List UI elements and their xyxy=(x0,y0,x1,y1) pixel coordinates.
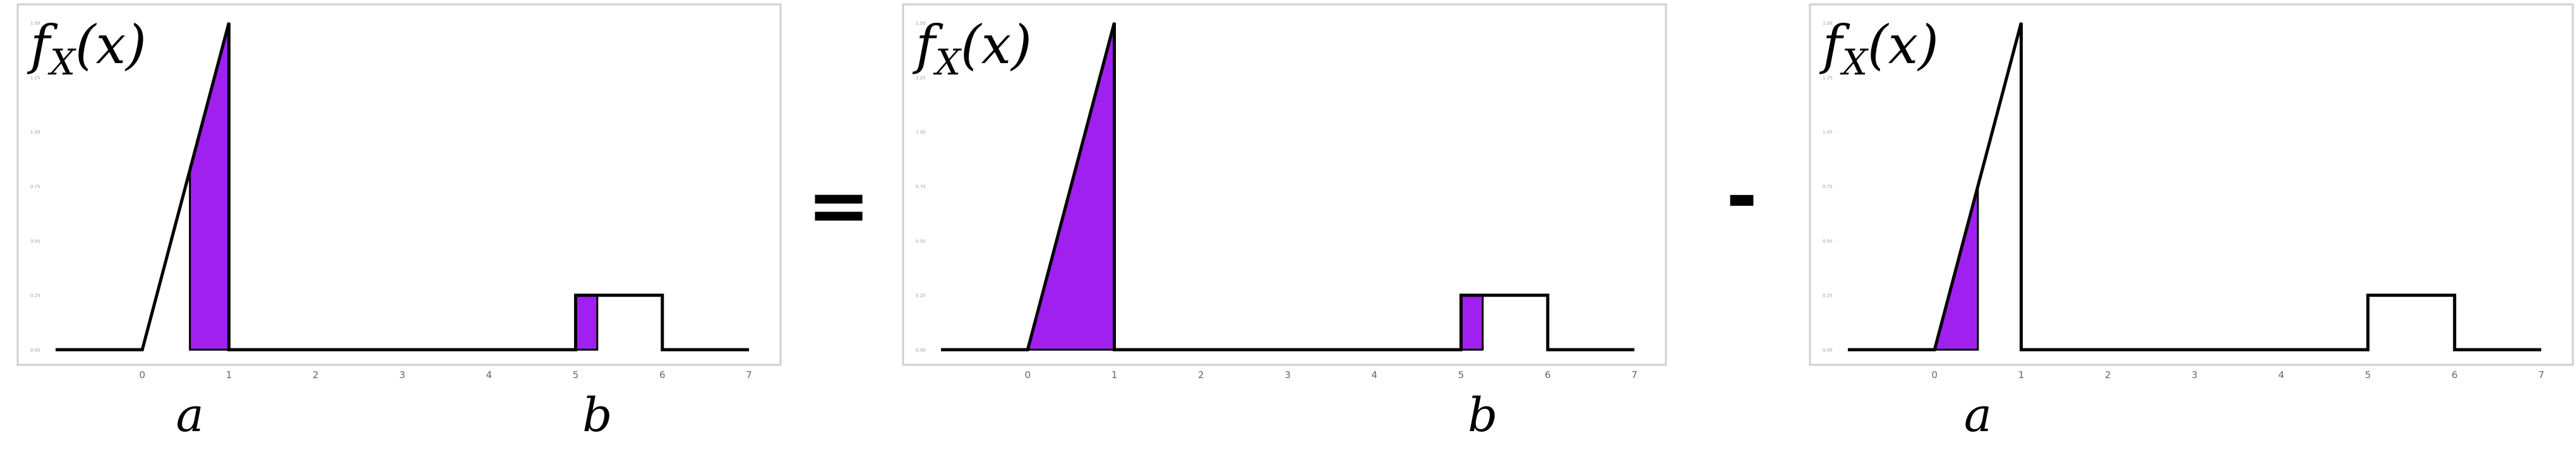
y-tick-label: 0.00 xyxy=(30,348,40,353)
plot-frame xyxy=(1809,3,2574,366)
y-tick-label: 1.50 xyxy=(1823,21,1833,26)
point-label-a: a xyxy=(176,388,204,442)
x-tick-label: 3 xyxy=(1285,369,1291,381)
x-tick-label: 5 xyxy=(573,369,579,381)
y-tick-label: 0.75 xyxy=(1823,184,1833,189)
shaded-region xyxy=(189,22,230,351)
density-panel-left: 0.00 0.25 0.50 0.75 1.00 1.25 1.50 0 1 2 3 4 5 6 7 fX(x… xyxy=(16,3,782,442)
x-tick-label: 2 xyxy=(313,369,319,381)
x-tick-label: 5 xyxy=(1458,369,1465,381)
y-tick-label: 0.75 xyxy=(916,184,926,189)
y-tick-label: 0.25 xyxy=(1823,294,1833,299)
y-tick-label: 0.50 xyxy=(1823,239,1833,244)
y-tick-label: 0.25 xyxy=(916,294,926,299)
x-tick-label: 5 xyxy=(2365,369,2371,381)
y-tick-label: 0.50 xyxy=(30,239,40,244)
y-tick-label: 1.00 xyxy=(1823,130,1833,135)
density-panels: 0.00 0.25 0.50 0.75 1.00 1.25 1.50 0 1 2 3 4 5 6 7 fX(x… xyxy=(16,3,2574,442)
density-panel-right: 0.00 0.25 0.50 0.75 1.00 1.25 1.50 0 1 2 3 4 5 6 7 fX(x… xyxy=(1809,3,2574,442)
shaded-region xyxy=(574,294,599,351)
x-tick-label: 7 xyxy=(2538,369,2544,381)
density-curve xyxy=(941,22,1634,352)
y-tick-label: 0.00 xyxy=(1823,348,1833,353)
x-tick-label: 4 xyxy=(2278,369,2284,381)
y-tick-label: 0.00 xyxy=(916,348,926,353)
y-axis-label: fX(x) xyxy=(912,14,1032,83)
y-tick-label: 1.25 xyxy=(30,75,40,80)
x-tick-label: 3 xyxy=(399,369,405,381)
x-tick-label: 1 xyxy=(1111,369,1118,381)
x-tick-label: 0 xyxy=(1024,369,1031,381)
point-label-b: b xyxy=(582,388,612,442)
y-tick-label: 1.50 xyxy=(30,21,40,26)
point-label-b: b xyxy=(1468,388,1497,442)
density-curve xyxy=(1848,22,2541,352)
x-tick-label: 4 xyxy=(1371,369,1377,381)
x-tick-label: 4 xyxy=(486,369,492,381)
y-tick-label: 1.00 xyxy=(30,130,40,135)
point-label-a: a xyxy=(1964,388,1992,442)
x-tick-label: 1 xyxy=(226,369,232,381)
x-tick-label: 0 xyxy=(139,369,145,381)
density-curve xyxy=(56,22,749,352)
y-tick-label: 1.25 xyxy=(916,75,926,80)
x-tick-label: 1 xyxy=(2018,369,2025,381)
x-tick-label: 6 xyxy=(659,369,666,381)
x-tick-label: 3 xyxy=(2191,369,2198,381)
x-tick-label: 7 xyxy=(1631,369,1638,381)
y-axis-label: fX(x) xyxy=(27,14,147,83)
minus-operator: - xyxy=(1726,153,1758,240)
x-tick-label: 0 xyxy=(1931,369,1938,381)
y-tick-label: 0.75 xyxy=(30,184,40,189)
y-axis-label: fX(x) xyxy=(1819,14,1939,83)
x-tick-label: 6 xyxy=(1545,369,1551,381)
y-tick-label: 0.25 xyxy=(30,294,40,299)
plot-frame xyxy=(902,3,1667,366)
x-tick-label: 2 xyxy=(1198,369,1204,381)
density-panel-middle: 0.00 0.25 0.50 0.75 1.00 1.25 1.50 0 1 2 3 4 5 6 7 fX(x… xyxy=(902,3,1667,442)
y-tick-label: 1.00 xyxy=(916,130,926,135)
y-tick-label: 1.50 xyxy=(916,21,926,26)
x-tick-label: 6 xyxy=(2452,369,2458,381)
plot-frame xyxy=(16,3,782,366)
equals-operator: = xyxy=(807,162,871,250)
y-tick-label: 0.50 xyxy=(916,239,926,244)
shaded-region xyxy=(1459,294,1484,351)
y-tick-label: 1.25 xyxy=(1823,75,1833,80)
x-tick-label: 7 xyxy=(746,369,752,381)
x-tick-label: 2 xyxy=(2105,369,2111,381)
